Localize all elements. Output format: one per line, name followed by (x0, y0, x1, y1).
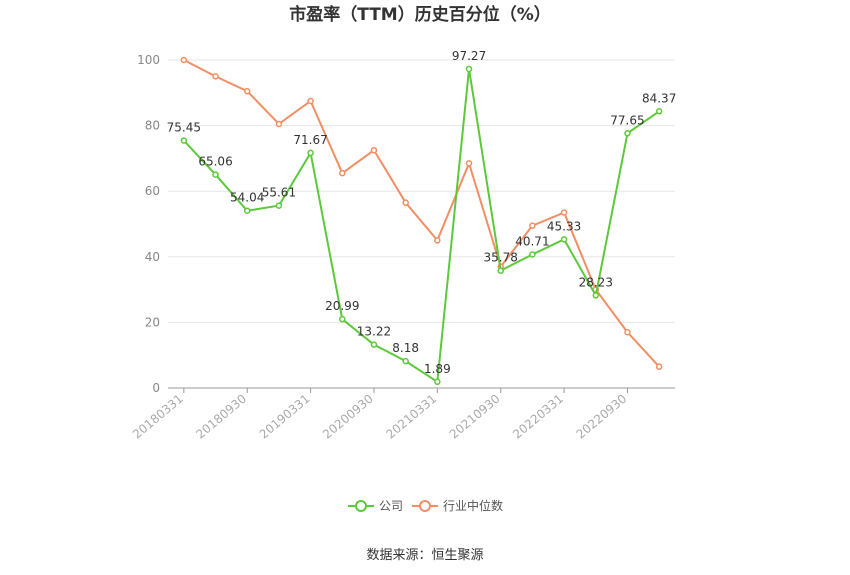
data-point-company (402, 357, 409, 365)
data-point-company (275, 202, 283, 209)
data-point-industry (370, 146, 378, 154)
source-note: 数据来源：恒生聚源 (366, 548, 483, 563)
data-point-industry (339, 169, 346, 177)
data-point-company (624, 130, 631, 137)
data-point-industry (180, 56, 188, 64)
data-label: 97.27 (452, 49, 486, 63)
x-tick-label: 20210331 (383, 392, 439, 442)
data-point-company (592, 292, 600, 299)
legend[interactable]: 公司 行业中位数 (348, 498, 503, 513)
x-tick-label: 20210930 (447, 392, 503, 442)
data-label: 1.89 (424, 362, 451, 376)
data-point-industry (275, 120, 283, 128)
data-label: 28.23 (579, 275, 613, 289)
data-label: 20.99 (325, 299, 359, 313)
legend-marker-company (355, 500, 367, 512)
data-point-industry (243, 87, 251, 95)
data-label: 54.04 (230, 191, 264, 205)
y-tick-label: 100 (137, 53, 160, 67)
data-label: 65.06 (198, 155, 232, 169)
x-tick-label: 20190331 (257, 392, 313, 442)
data-point-company (180, 137, 188, 144)
data-label: 40.71 (515, 234, 549, 248)
data-label: 77.65 (610, 113, 644, 127)
chart-title: 市盈率（TTM）历史百分位（%） (289, 4, 551, 25)
y-tick-label: 40 (145, 250, 160, 264)
x-tick-label: 20220331 (510, 392, 566, 442)
data-point-industry (434, 237, 441, 244)
series (180, 56, 663, 386)
data-label: 8.18 (392, 341, 419, 355)
legend-label-company: 公司 (379, 499, 403, 513)
data-point-industry (529, 222, 536, 229)
data-point-company (529, 251, 536, 258)
data-label: 45.33 (547, 219, 581, 233)
y-tick-label: 60 (145, 184, 160, 198)
grid (168, 59, 675, 389)
data-point-company (339, 315, 346, 323)
data-label: 71.67 (293, 133, 327, 147)
data-point-company (434, 378, 441, 386)
data-label: 84.37 (642, 91, 676, 105)
y-tick-label: 0 (152, 381, 160, 395)
data-point-industry (655, 363, 663, 370)
x-tick-label: 20200930 (320, 392, 376, 442)
legend-label-industry: 行业中位数 (443, 498, 503, 513)
data-point-company (212, 171, 219, 178)
data-point-company (465, 65, 473, 73)
x-tick-label: 20180930 (193, 392, 249, 442)
data-label: 75.45 (167, 121, 201, 135)
y-tick-label: 20 (145, 315, 160, 329)
data-point-company (307, 149, 314, 157)
data-label: 35.78 (484, 251, 518, 265)
y-axis: 0 20 40 60 80 100 (137, 53, 160, 395)
series-line-company (183, 68, 660, 384)
y-tick-label: 80 (145, 119, 160, 133)
series-line-industry (183, 59, 660, 368)
legend-item-company[interactable]: 公司 (348, 499, 403, 513)
x-tick-label: 20180331 (130, 392, 186, 442)
legend-marker-industry (419, 500, 431, 512)
data-point-company (655, 108, 663, 115)
legend-item-industry[interactable]: 行业中位数 (412, 498, 503, 513)
x-axis: 20180331 20180930 20190331 20200930 20210331… (130, 388, 629, 442)
data-point-industry (560, 209, 568, 216)
data-point-industry (624, 328, 631, 336)
data-point-industry (402, 199, 409, 206)
data-point-industry (307, 97, 314, 105)
data-point-company (497, 267, 504, 274)
data-label: 13.22 (357, 325, 391, 339)
x-tick-label: 20220930 (574, 392, 630, 442)
data-point-company (370, 341, 378, 348)
data-point-company (243, 207, 251, 214)
data-label: 55.61 (262, 186, 296, 200)
data-point-industry (465, 160, 473, 167)
data-point-industry (212, 73, 219, 80)
data-point-company (560, 236, 568, 243)
